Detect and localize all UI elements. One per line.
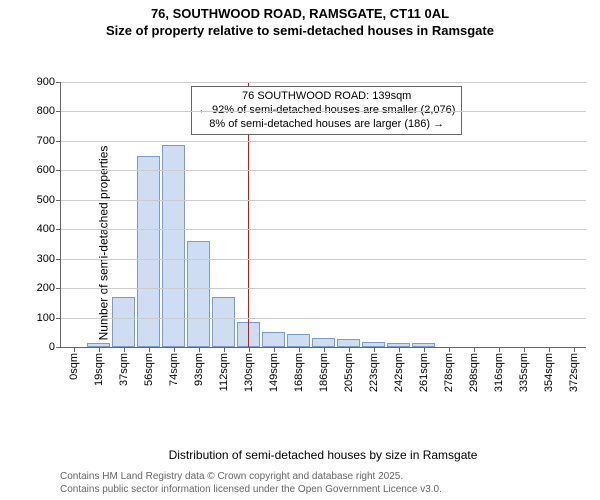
gridline xyxy=(61,170,586,171)
gridline xyxy=(61,111,586,112)
credits: Contains HM Land Registry data © Crown c… xyxy=(60,470,586,496)
xtick-label: 261sqm xyxy=(418,347,430,392)
xtick-label: 298sqm xyxy=(468,347,480,392)
histogram-bar xyxy=(262,332,285,347)
annotation-line1: 76 SOUTHWOOD ROAD: 139sqm xyxy=(198,90,455,104)
xtick-label: 149sqm xyxy=(268,347,280,392)
ytick-label: 400 xyxy=(37,223,61,235)
xtick-label: 242sqm xyxy=(393,347,405,392)
ytick-label: 200 xyxy=(37,282,61,294)
gridline xyxy=(61,200,586,201)
xtick-label: 205sqm xyxy=(343,347,355,392)
xtick-label: 278sqm xyxy=(443,347,455,392)
chart-title-line2: Size of property relative to semi-detach… xyxy=(0,23,600,38)
ytick-label: 800 xyxy=(37,105,61,117)
bar-slot: 316sqm xyxy=(486,82,511,347)
histogram-bar xyxy=(212,297,235,347)
xtick-label: 186sqm xyxy=(318,347,330,392)
xtick-label: 130sqm xyxy=(243,347,255,392)
annotation-line3: 8% of semi-detached houses are larger (1… xyxy=(198,118,455,132)
bar-slot: 56sqm xyxy=(136,82,161,347)
gridline xyxy=(61,82,586,83)
histogram-bar xyxy=(287,334,310,347)
xtick-label: 93sqm xyxy=(193,347,205,386)
gridline xyxy=(61,229,586,230)
bar-slot: 354sqm xyxy=(536,82,561,347)
gridline xyxy=(61,288,586,289)
histogram-bar xyxy=(112,297,135,347)
ytick-label: 300 xyxy=(37,253,61,265)
gridline xyxy=(61,141,586,142)
xtick-label: 74sqm xyxy=(168,347,180,386)
bar-slot: 37sqm xyxy=(111,82,136,347)
gridline xyxy=(61,318,586,319)
bar-slot: 0sqm xyxy=(61,82,86,347)
histogram-bar xyxy=(337,339,360,347)
bar-slot: 19sqm xyxy=(86,82,111,347)
xtick-label: 168sqm xyxy=(293,347,305,392)
ytick-label: 700 xyxy=(37,135,61,147)
xtick-label: 372sqm xyxy=(568,347,580,392)
plot-area: 0sqm19sqm37sqm56sqm74sqm93sqm112sqm130sq… xyxy=(60,82,586,348)
chart-title-line1: 76, SOUTHWOOD ROAD, RAMSGATE, CT11 0AL xyxy=(0,6,600,21)
bar-slot: 298sqm xyxy=(461,82,486,347)
histogram-bar xyxy=(312,338,335,347)
gridline xyxy=(61,259,586,260)
xtick-label: 316sqm xyxy=(493,347,505,392)
ytick-label: 100 xyxy=(37,312,61,324)
xtick-label: 354sqm xyxy=(543,347,555,392)
bar-slot: 372sqm xyxy=(561,82,586,347)
ytick-label: 900 xyxy=(37,76,61,88)
ytick-label: 600 xyxy=(37,164,61,176)
bar-slot: 335sqm xyxy=(511,82,536,347)
xtick-label: 112sqm xyxy=(218,347,230,391)
credits-line2: Contains public sector information licen… xyxy=(60,483,586,496)
ytick-label: 500 xyxy=(37,194,61,206)
histogram-bar xyxy=(187,241,210,347)
xtick-label: 56sqm xyxy=(143,347,155,386)
xtick-label: 37sqm xyxy=(118,347,130,386)
credits-line1: Contains HM Land Registry data © Crown c… xyxy=(60,470,586,483)
x-axis-label: Distribution of semi-detached houses by … xyxy=(60,448,586,462)
ytick-label: 0 xyxy=(49,341,61,353)
bar-slot: 74sqm xyxy=(161,82,186,347)
xtick-label: 223sqm xyxy=(368,347,380,392)
chart-area: Number of semi-detached properties 0sqm1… xyxy=(0,38,600,448)
xtick-label: 19sqm xyxy=(93,347,105,386)
xtick-label: 335sqm xyxy=(518,347,530,392)
xtick-label: 0sqm xyxy=(68,347,80,380)
